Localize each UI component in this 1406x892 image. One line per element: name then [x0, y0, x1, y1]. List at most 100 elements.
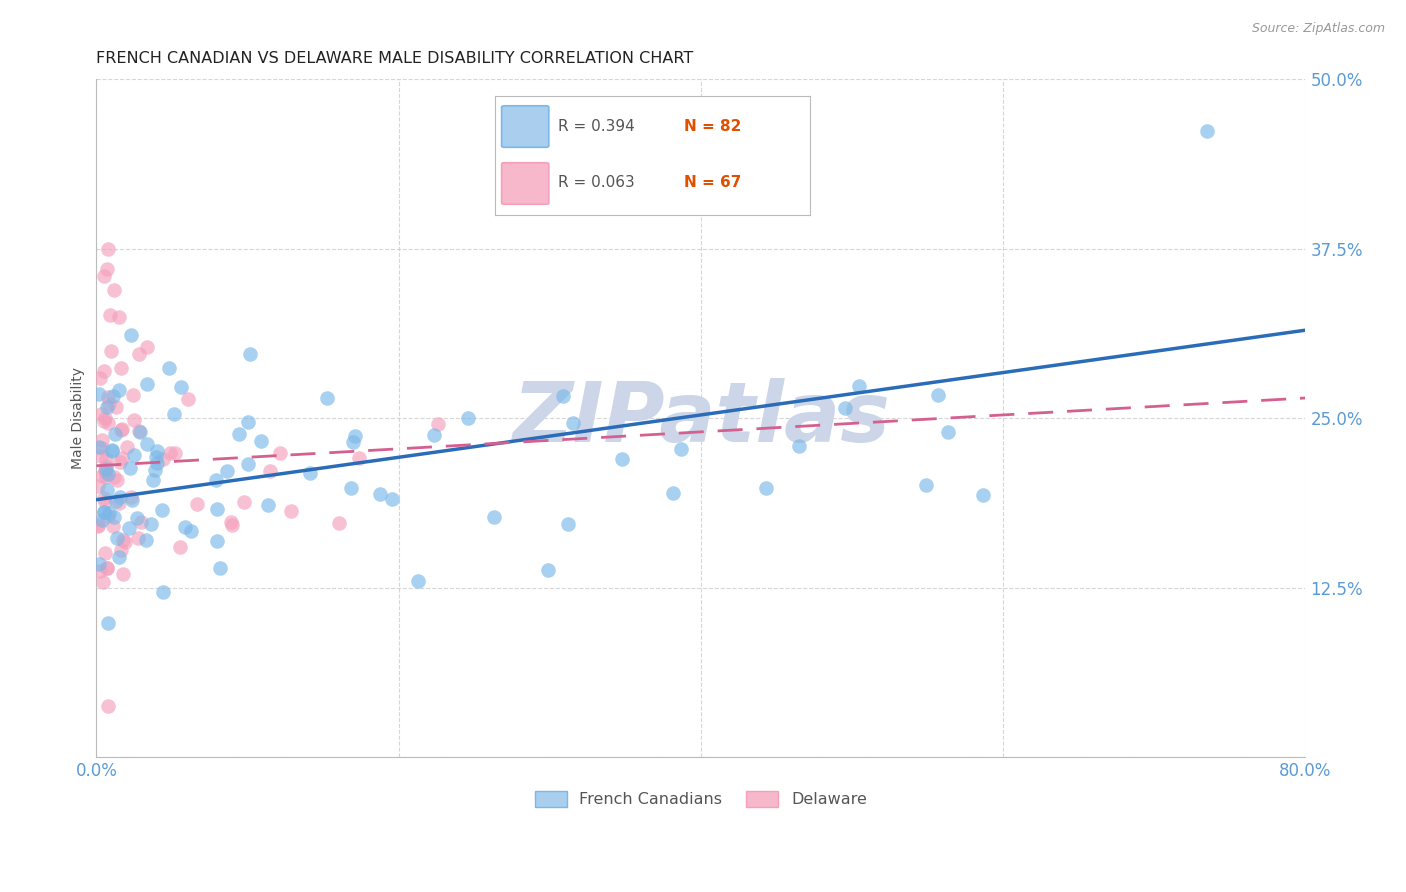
Point	[93, 545, 115, 559]
Point	[205, 534, 228, 549]
Point	[612, 452, 634, 467]
Point	[93, 414, 115, 428]
Point	[142, 473, 165, 487]
Point	[105, 473, 128, 487]
Point	[89, 558, 111, 572]
Point	[108, 455, 131, 469]
Point	[97, 698, 120, 713]
Point	[834, 401, 856, 416]
Point	[136, 437, 159, 451]
Point	[280, 504, 302, 518]
Point	[90, 442, 112, 456]
Point	[135, 377, 157, 392]
Point	[219, 516, 242, 530]
Point	[299, 467, 322, 481]
Text: FRENCH CANADIAN VS DELAWARE MALE DISABILITY CORRELATION CHART: FRENCH CANADIAN VS DELAWARE MALE DISABIL…	[97, 51, 693, 66]
Point	[89, 564, 111, 578]
Point	[94, 495, 117, 509]
Point	[97, 242, 120, 256]
Point	[105, 493, 128, 508]
Point	[94, 464, 117, 478]
Point	[347, 450, 370, 465]
Point	[97, 616, 120, 631]
Point	[94, 462, 117, 476]
Point	[537, 564, 560, 578]
Point	[89, 386, 111, 401]
Point	[209, 561, 232, 575]
Point	[342, 434, 364, 449]
Point	[121, 492, 143, 507]
Point	[157, 360, 180, 375]
Point	[108, 310, 131, 324]
Point	[98, 506, 121, 520]
Point	[90, 449, 112, 463]
Point	[205, 502, 228, 516]
Point	[118, 521, 141, 535]
Legend: French Canadians, Delaware: French Canadians, Delaware	[529, 784, 873, 814]
Point	[100, 343, 122, 358]
Point	[662, 486, 685, 500]
Point	[90, 407, 112, 421]
Point	[89, 441, 111, 455]
Point	[927, 388, 949, 402]
Point	[96, 262, 118, 277]
Point	[93, 364, 115, 378]
Point	[557, 516, 579, 531]
Point	[110, 543, 132, 558]
Point	[508, 161, 530, 175]
Point	[96, 400, 118, 414]
Point	[368, 487, 391, 501]
Point	[93, 268, 115, 283]
Point	[755, 481, 778, 495]
Point	[97, 417, 120, 431]
Point	[94, 469, 117, 483]
Point	[90, 433, 112, 447]
Point	[553, 388, 575, 402]
Point	[422, 428, 444, 442]
Point	[104, 426, 127, 441]
Point	[180, 524, 202, 539]
Point	[120, 491, 142, 505]
Point	[107, 496, 129, 510]
Point	[669, 442, 692, 457]
Point	[103, 510, 125, 524]
Point	[128, 425, 150, 439]
Point	[339, 481, 361, 495]
Point	[236, 458, 259, 472]
Point	[169, 541, 191, 555]
Point	[159, 446, 181, 460]
Point	[145, 450, 167, 464]
Point	[93, 505, 115, 519]
Point	[269, 445, 291, 459]
Point	[426, 417, 449, 432]
Point	[561, 416, 583, 430]
Point	[139, 516, 162, 531]
Point	[135, 533, 157, 547]
Point	[110, 360, 132, 375]
Point	[93, 411, 115, 425]
Point	[128, 347, 150, 361]
Point	[103, 470, 125, 484]
Point	[538, 147, 561, 161]
Point	[97, 397, 120, 411]
Text: ZIPatlas: ZIPatlas	[512, 378, 890, 458]
Point	[93, 491, 115, 505]
Point	[787, 439, 810, 453]
Point	[96, 483, 118, 498]
Point	[328, 516, 350, 531]
Point	[259, 464, 281, 478]
Point	[122, 413, 145, 427]
Point	[111, 422, 134, 436]
Point	[114, 534, 136, 549]
Point	[125, 511, 148, 525]
Point	[103, 283, 125, 297]
Point	[97, 509, 120, 524]
Point	[87, 517, 110, 532]
Point	[186, 498, 208, 512]
Point	[115, 440, 138, 454]
Point	[217, 464, 239, 478]
Point	[101, 444, 124, 458]
Point	[239, 346, 262, 360]
Point	[120, 328, 142, 343]
Point	[152, 452, 174, 467]
